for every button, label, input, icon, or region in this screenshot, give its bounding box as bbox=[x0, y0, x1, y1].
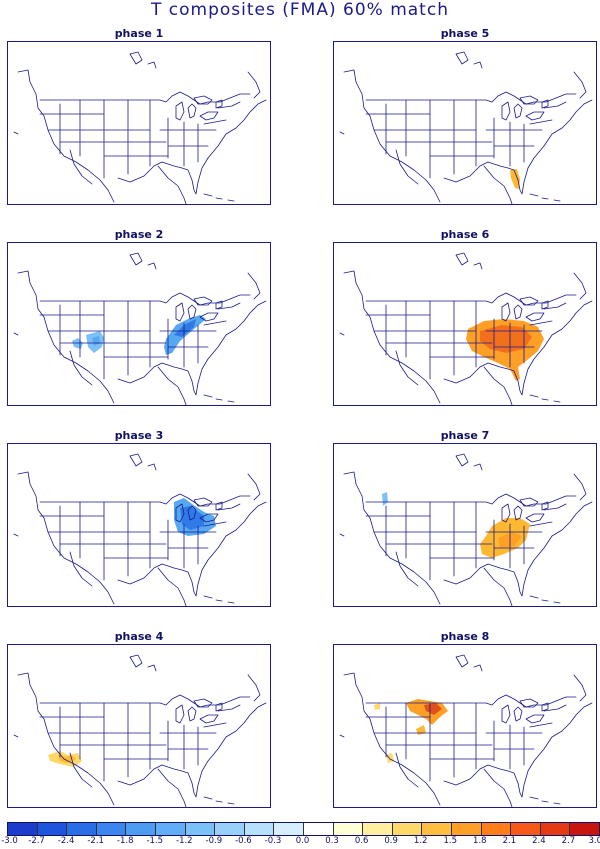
colorbar-label: 1.8 bbox=[473, 836, 487, 846]
colorbar-swatch bbox=[185, 823, 216, 835]
panel-title: phase 7 bbox=[440, 429, 490, 442]
colorbar-label: -2.4 bbox=[57, 836, 75, 846]
us-map bbox=[7, 41, 271, 205]
colorbar-label: 0.0 bbox=[295, 836, 310, 846]
colorbar-label: -1.8 bbox=[116, 836, 134, 846]
panel-title: phase 4 bbox=[114, 630, 164, 643]
anomaly-warm-plains bbox=[374, 699, 448, 763]
panel-title: phase 5 bbox=[440, 27, 490, 40]
colorbar-swatch bbox=[511, 823, 541, 835]
colorbar-swatch bbox=[96, 823, 127, 835]
anomaly-cold-ohio-valley bbox=[164, 315, 206, 355]
panel-phase-6: phase 6 bbox=[333, 228, 597, 406]
us-map bbox=[333, 443, 597, 607]
colorbar-swatch bbox=[303, 823, 334, 835]
colorbar-label: 0.9 bbox=[384, 836, 398, 846]
colorbar-swatch bbox=[570, 823, 599, 835]
us-map bbox=[7, 644, 271, 808]
anomaly-cold-great-lakes bbox=[174, 498, 216, 536]
anomaly-warm-tennessee bbox=[480, 518, 530, 558]
colorbar-swatch bbox=[274, 823, 304, 835]
panel-phase-4: phase 4 bbox=[7, 630, 271, 808]
us-map bbox=[333, 242, 597, 406]
colorbar-label: -1.5 bbox=[146, 836, 164, 846]
panel-phase-7: phase 7 bbox=[333, 429, 597, 607]
panel-phase-1: phase 1 bbox=[7, 27, 271, 205]
colorbar-swatch bbox=[67, 823, 97, 835]
colorbar-label: -1.2 bbox=[176, 836, 193, 846]
colorbar-labels: -3.0 -2.7 -2.4 -2.1 -1.8 -1.5 -1.2 -0.9 -0.6 -0.3… bbox=[1, 836, 600, 848]
panel-title: phase 1 bbox=[114, 27, 164, 40]
anomaly-warm-florida bbox=[510, 169, 520, 189]
colorbar-swatch bbox=[333, 823, 364, 835]
anomaly-cold-southwest bbox=[72, 331, 104, 353]
panel-phase-3: phase 3 bbox=[7, 429, 271, 607]
colorbar-swatch bbox=[422, 823, 452, 835]
anomaly-warm-southwest bbox=[48, 751, 82, 767]
colorbar-swatch bbox=[244, 823, 275, 835]
colorbar-label: -2.1 bbox=[87, 836, 104, 846]
colorbar-label: 1.2 bbox=[413, 836, 428, 846]
colorbar-label: 3.0 bbox=[588, 836, 600, 846]
colorbar bbox=[7, 822, 600, 836]
panel-phase-2: phase 2 bbox=[7, 228, 271, 406]
colorbar-label: 1.5 bbox=[443, 836, 458, 846]
colorbar-label: -2.7 bbox=[28, 836, 45, 846]
colorbar-swatch bbox=[363, 823, 393, 835]
colorbar-label: 2.7 bbox=[561, 836, 576, 846]
colorbar-swatch bbox=[215, 823, 245, 835]
colorbar-label: -0.9 bbox=[205, 836, 223, 846]
panel-title: phase 2 bbox=[114, 228, 164, 241]
colorbar-label: -0.3 bbox=[264, 836, 282, 846]
colorbar-swatch bbox=[451, 823, 482, 835]
colorbar-label: 2.4 bbox=[532, 836, 546, 846]
colorbar-swatch bbox=[392, 823, 423, 835]
colorbar-swatch bbox=[540, 823, 571, 835]
anomaly-cold-montana bbox=[382, 492, 388, 506]
colorbar-swatch bbox=[155, 823, 186, 835]
figure-title: T composites (FMA) 60% match bbox=[151, 0, 449, 20]
anomaly-warm-southeast bbox=[466, 319, 544, 381]
colorbar-swatch bbox=[481, 823, 512, 835]
colorbar-swatch bbox=[37, 823, 68, 835]
colorbar-label: -3.0 bbox=[1, 836, 18, 846]
panel-phase-8: phase 8 bbox=[333, 630, 597, 808]
colorbar-label: 0.6 bbox=[354, 836, 369, 846]
panel-phase-5: phase 5 bbox=[333, 27, 597, 205]
panel-title: phase 8 bbox=[440, 630, 490, 643]
us-map bbox=[333, 644, 597, 808]
us-map bbox=[7, 242, 271, 406]
colorbar-label: -0.6 bbox=[235, 836, 252, 846]
colorbar-swatch bbox=[126, 823, 156, 835]
panel-title: phase 6 bbox=[440, 228, 490, 241]
colorbar-label: 2.1 bbox=[502, 836, 517, 846]
us-map bbox=[7, 443, 271, 607]
us-map bbox=[333, 41, 597, 205]
colorbar-swatch bbox=[8, 823, 38, 835]
colorbar-label: 0.3 bbox=[325, 836, 339, 846]
panel-title: phase 3 bbox=[114, 429, 164, 442]
